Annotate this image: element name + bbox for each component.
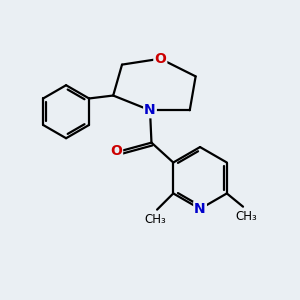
Text: CH₃: CH₃ <box>235 210 257 223</box>
Text: N: N <box>194 202 206 216</box>
Text: CH₃: CH₃ <box>145 213 166 226</box>
Text: O: O <box>154 52 166 66</box>
Text: N: N <box>144 103 156 117</box>
Text: O: O <box>110 145 122 158</box>
